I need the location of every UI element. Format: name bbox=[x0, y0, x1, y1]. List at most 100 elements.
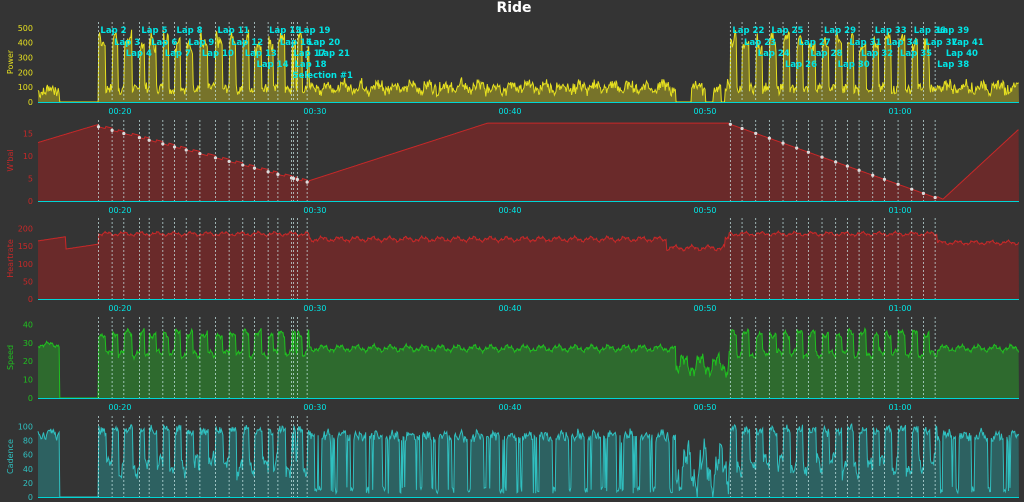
selection-label: Selection #1 bbox=[293, 71, 354, 81]
lap-label: Lap 5 bbox=[141, 26, 167, 36]
lap-label: Lap 26 bbox=[785, 60, 817, 70]
lap-label: Lap 33 bbox=[875, 26, 907, 36]
y-tick-label: 150 bbox=[18, 242, 33, 251]
wbal-point bbox=[754, 131, 758, 135]
wbal-point bbox=[728, 122, 732, 126]
lap-label: Lap 34 bbox=[886, 38, 918, 48]
y-tick-label: 20 bbox=[23, 357, 33, 366]
x-tick-label: 01:00 bbox=[889, 206, 912, 215]
lap-label: Lap 40 bbox=[946, 49, 978, 59]
panel-wbal: W'bal 0 5 10 15 00:20 00:30 00:40 00:50 01:00 bbox=[6, 122, 1019, 215]
lap-label: Lap 29 bbox=[824, 26, 856, 36]
lap-label: Lap 30 bbox=[838, 60, 870, 70]
wbal-point bbox=[172, 145, 177, 149]
wbal-point bbox=[806, 150, 810, 154]
wbal-point bbox=[740, 126, 744, 131]
lap-label: Lap 28 bbox=[810, 49, 842, 59]
lap-markers bbox=[96, 22, 937, 497]
series-line-0 bbox=[37, 29, 1019, 103]
y-tick-label: 300 bbox=[18, 54, 33, 63]
y-tick-label: 40 bbox=[23, 465, 33, 474]
series-line-4 bbox=[37, 422, 1020, 498]
y-tick-label: 80 bbox=[23, 437, 33, 446]
x-tick-label: 00:40 bbox=[498, 403, 521, 412]
wbal-point bbox=[933, 195, 937, 200]
wbal-point bbox=[147, 138, 151, 142]
wbal-point bbox=[227, 159, 231, 164]
lap-label: Lap 21 bbox=[318, 49, 350, 59]
x-tick-label: 00:40 bbox=[498, 107, 521, 116]
y-tick-label: 500 bbox=[18, 24, 33, 33]
wbal-point bbox=[96, 125, 101, 129]
lap-label: Lap 35 bbox=[900, 49, 932, 59]
wbal-point bbox=[198, 152, 202, 156]
wbal-point bbox=[845, 164, 849, 168]
lap-label: Lap 32 bbox=[861, 49, 893, 59]
lap-label: Lap 12 bbox=[231, 38, 263, 48]
lap-label: Lap 27 bbox=[799, 38, 831, 48]
wbal-point bbox=[882, 177, 887, 181]
panel-speed: Speed 0 10 20 30 40 00:20 00:30 00:40 00:50 01:00 bbox=[6, 320, 1020, 412]
wbal-point bbox=[820, 155, 824, 159]
wbal-point bbox=[161, 142, 165, 146]
y-tick-label: 400 bbox=[18, 39, 33, 48]
wbal-point bbox=[110, 128, 114, 132]
y-tick-label: 200 bbox=[18, 68, 33, 77]
y-tick-label: 20 bbox=[23, 479, 33, 488]
lap-label: Lap 24 bbox=[758, 49, 790, 59]
series-area-2 bbox=[38, 231, 1019, 299]
wbal-point bbox=[767, 136, 771, 140]
x-tick-label: 01:00 bbox=[889, 107, 912, 116]
y-tick-label: 5 bbox=[28, 175, 33, 184]
lap-label: Lap 31 bbox=[849, 38, 881, 48]
chart-title: Ride bbox=[496, 0, 531, 16]
x-tick-label: 00:20 bbox=[108, 206, 131, 215]
panel-cadence: Cadence02040608010000:2000:3000:4000:500… bbox=[6, 422, 1020, 502]
lap-label: Lap 11 bbox=[217, 26, 249, 36]
lap-label: Lap 19 bbox=[298, 26, 330, 36]
y-axis-label: W'bal bbox=[6, 149, 15, 171]
lap-label: Lap 10 bbox=[202, 49, 234, 59]
x-tick-label: 00:50 bbox=[693, 107, 716, 116]
lap-label: Lap 37 bbox=[925, 38, 957, 48]
y-axis-label: Speed bbox=[6, 345, 15, 370]
wbal-point bbox=[252, 166, 257, 170]
lap-label: Lap 15 bbox=[269, 26, 301, 36]
x-tick-label: 00:50 bbox=[693, 304, 716, 313]
series-area-0 bbox=[38, 29, 1019, 103]
x-tick-label: 00:30 bbox=[303, 304, 326, 313]
wbal-point bbox=[795, 146, 799, 150]
y-tick-label: 60 bbox=[23, 451, 33, 460]
y-tick-label: 100 bbox=[18, 260, 33, 269]
y-tick-label: 40 bbox=[23, 320, 33, 329]
lap-label: Lap 18 bbox=[294, 60, 326, 70]
lap-label: Lap 3 bbox=[114, 38, 140, 48]
wbal-point bbox=[276, 172, 280, 176]
lap-label: Lap 17 bbox=[294, 49, 326, 59]
x-tick-label: 00:30 bbox=[303, 206, 326, 215]
lap-label: Lap 41 bbox=[952, 38, 984, 48]
y-tick-label: 0 bbox=[28, 493, 33, 502]
x-tick-label: 00:30 bbox=[303, 107, 326, 116]
lap-label: Lap 22 bbox=[732, 26, 764, 36]
y-axis-label: Power bbox=[6, 49, 15, 74]
wbal-point bbox=[295, 177, 299, 182]
x-tick-label: 00:20 bbox=[108, 107, 131, 116]
y-tick-label: 0 bbox=[28, 197, 33, 206]
y-tick-label: 200 bbox=[18, 225, 33, 234]
x-tick-label: 01:00 bbox=[889, 304, 912, 313]
panel-power: Power 0 100 200 300 400 500 00:20 00:30 00:40 00:5… bbox=[6, 24, 1019, 116]
y-tick-label: 30 bbox=[23, 339, 33, 348]
lap-label: Lap 13 bbox=[245, 49, 277, 59]
lap-label: Lap 39 bbox=[937, 26, 969, 36]
lap-label: Lap 2 bbox=[100, 26, 126, 36]
x-tick-label: 00:50 bbox=[693, 206, 716, 215]
x-tick-label: 00:40 bbox=[498, 206, 521, 215]
wbal-point bbox=[896, 182, 900, 186]
wbal-point bbox=[834, 160, 838, 164]
y-tick-label: 0 bbox=[28, 98, 33, 107]
y-tick-label: 10 bbox=[23, 152, 33, 161]
x-tick-label: 00:20 bbox=[108, 403, 131, 412]
wbal-point bbox=[781, 141, 785, 145]
